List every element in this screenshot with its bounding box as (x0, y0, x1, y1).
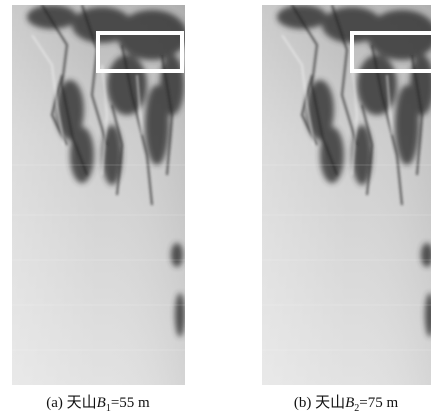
caption-rest: =75 m (359, 395, 398, 411)
highlight-box (96, 31, 184, 73)
caption-variable: B (345, 395, 354, 411)
caption-label: (a) 天山 (46, 394, 96, 411)
caption: (b) 天山B2=75 m (294, 394, 399, 414)
panel-a: (a) 天山B1=55 m (12, 5, 187, 414)
highlight-box (350, 31, 431, 73)
caption-subscript: 2 (354, 403, 359, 414)
caption-variable: B (97, 395, 106, 411)
panel-b: (b) 天山B2=75 m (262, 5, 431, 414)
terrain-image (262, 5, 431, 385)
caption-label: (b) 天山 (294, 394, 345, 411)
caption: (a) 天山B1=55 m (46, 394, 150, 414)
caption-subscript: 1 (106, 403, 111, 414)
caption-rest: =55 m (111, 395, 150, 411)
